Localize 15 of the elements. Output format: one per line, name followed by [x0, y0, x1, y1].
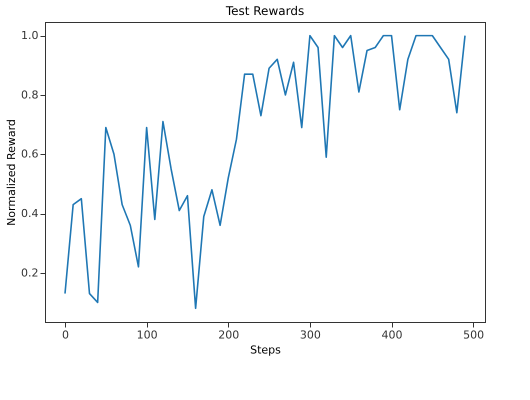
x-axis-title: Steps [250, 344, 282, 356]
x-tick-label: 100 [136, 328, 158, 342]
y-tick-label: 0.4 [21, 207, 38, 220]
chart-title: Test Rewards [224, 4, 304, 18]
y-tick-label: 0.2 [21, 266, 38, 280]
y-axis-title: Normalized Reward [5, 119, 18, 226]
x-tick-label: 500 [463, 328, 484, 342]
y-tick-label: 0.8 [21, 88, 38, 102]
x-tick-label: 0 [62, 328, 69, 342]
x-tick-label: 200 [218, 328, 240, 342]
x-tick-label: 400 [382, 328, 403, 342]
line-series [64, 34, 466, 310]
y-tick-label: 0.6 [21, 148, 38, 161]
y-tick-label: 1.0 [21, 29, 38, 42]
x-tick-label: 300 [300, 328, 321, 342]
